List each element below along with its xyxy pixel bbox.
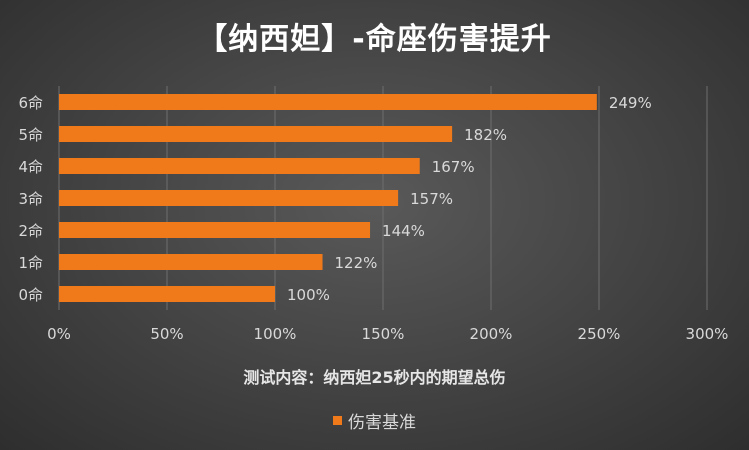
legend: 伤害基准 bbox=[0, 408, 749, 433]
data-label: 100% bbox=[287, 286, 330, 304]
bar bbox=[59, 94, 597, 110]
bar bbox=[59, 190, 399, 206]
y-tick-label: 4命 bbox=[18, 158, 43, 176]
y-tick-label: 3命 bbox=[18, 190, 43, 208]
y-tick-label: 0命 bbox=[18, 286, 43, 304]
data-label: 182% bbox=[464, 126, 507, 144]
bar bbox=[59, 286, 275, 302]
legend-swatch bbox=[333, 416, 342, 425]
x-tick-label: 250% bbox=[578, 325, 621, 343]
data-label: 144% bbox=[382, 222, 425, 240]
y-tick-label: 2命 bbox=[18, 222, 43, 240]
data-label: 249% bbox=[609, 94, 652, 112]
x-axis-ticks: 0% 50% 100% 150% 200% 250% 300% bbox=[47, 325, 728, 343]
x-tick-label: 200% bbox=[470, 325, 513, 343]
x-tick-label: 50% bbox=[150, 325, 183, 343]
data-label: 122% bbox=[335, 254, 378, 272]
bar bbox=[59, 254, 323, 270]
x-tick-label: 300% bbox=[686, 325, 729, 343]
bar bbox=[59, 126, 453, 142]
y-tick-label: 5命 bbox=[18, 126, 43, 144]
x-axis-title: 测试内容：纳西妲25秒内的期望总伤 bbox=[243, 368, 506, 387]
chart-title: 【纳西妲】-命座伤害提升 bbox=[197, 22, 552, 57]
x-tick-label: 0% bbox=[47, 325, 71, 343]
bars bbox=[59, 94, 597, 302]
x-tick-label: 150% bbox=[362, 325, 405, 343]
x-tick-label: 100% bbox=[254, 325, 297, 343]
data-label: 157% bbox=[410, 190, 453, 208]
data-labels: 100% 122%144% 157% 167% 182% 249% bbox=[287, 94, 652, 304]
bar bbox=[59, 222, 371, 238]
legend-label: 伤害基准 bbox=[348, 413, 416, 433]
y-tick-label: 6命 bbox=[18, 94, 43, 112]
y-tick-label: 1命 bbox=[18, 254, 43, 272]
bar bbox=[59, 158, 420, 174]
data-label: 167% bbox=[432, 158, 475, 176]
y-axis-labels: 0命 1命 2命 3命 4命 5命 6命 bbox=[18, 94, 43, 304]
